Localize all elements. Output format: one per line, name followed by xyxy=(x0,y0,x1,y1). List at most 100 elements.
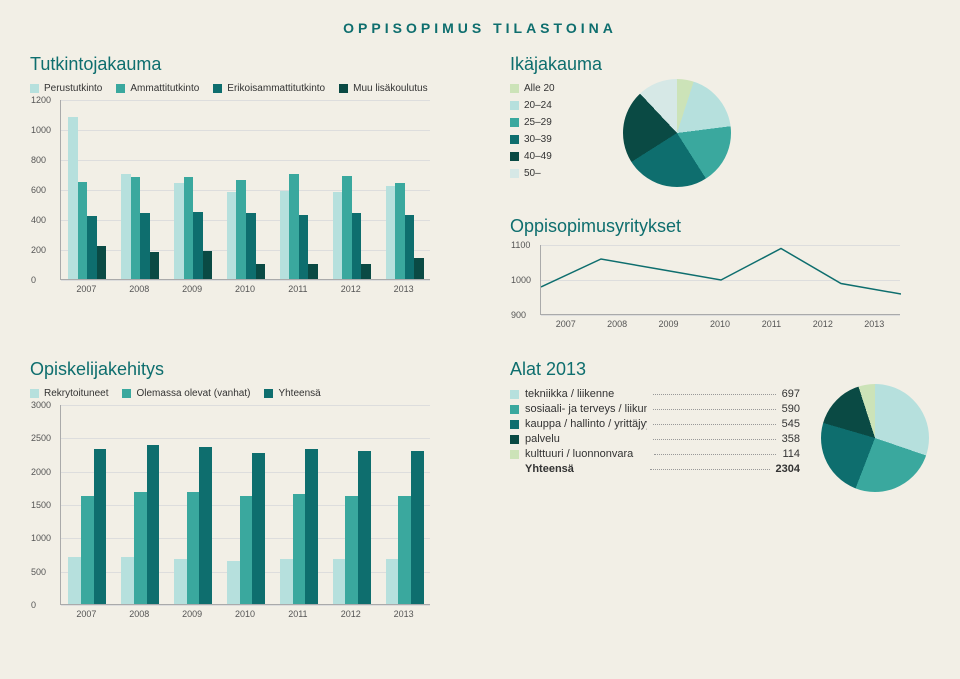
legend-item: Erikoisammattitutkinto xyxy=(213,83,325,94)
alat-row: kulttuuri / luonnonvara114 xyxy=(510,448,800,460)
xtick-label: 2012 xyxy=(797,319,848,329)
alat-label: kulttuuri / luonnonvara xyxy=(525,448,648,460)
bar xyxy=(345,496,358,604)
yritykset-title: Oppisopimusyritykset xyxy=(510,216,930,237)
legend-label: Erikoisammattitutkinto xyxy=(227,83,325,94)
ytick-label: 600 xyxy=(31,185,46,195)
bar xyxy=(94,449,107,604)
bar xyxy=(121,174,131,279)
xtick-label: 2010 xyxy=(219,609,272,619)
alat-total-row: Yhteensä 2304 xyxy=(510,463,800,475)
yritykset-chart: 90010001100 xyxy=(540,245,900,315)
bar xyxy=(352,213,362,279)
swatch-icon xyxy=(510,390,519,399)
swatch-icon xyxy=(122,389,131,398)
legend-item: 30–39 xyxy=(510,134,602,145)
legend-label: Muu lisäkoulutus xyxy=(353,83,427,94)
bar xyxy=(395,183,405,279)
swatch-icon xyxy=(510,135,519,144)
xtick-label: 2013 xyxy=(377,284,430,294)
bar xyxy=(147,445,160,604)
alat-label: kauppa / hallinto / yrittäjyys xyxy=(525,418,647,430)
alat-label: tekniikka / liikenne xyxy=(525,388,647,400)
page-title: OPPISOPIMUS TILASTOINA xyxy=(30,20,930,36)
bar xyxy=(87,216,97,279)
legend-item: 40–49 xyxy=(510,151,602,162)
alat-value: 358 xyxy=(782,433,800,445)
xtick-label: 2009 xyxy=(643,319,694,329)
bar xyxy=(227,192,237,279)
swatch-icon xyxy=(510,420,519,429)
xtick-label: 2007 xyxy=(60,284,113,294)
bar xyxy=(386,559,399,604)
alat-value: 697 xyxy=(782,388,800,400)
bar xyxy=(240,496,253,604)
xtick-label: 2008 xyxy=(113,609,166,619)
legend-item: Rekrytoituneet xyxy=(30,388,108,399)
ika-title: Ikäjakauma xyxy=(510,54,602,75)
bar-group xyxy=(333,451,371,604)
legend-label: Alle 20 xyxy=(524,83,555,94)
ika-pie xyxy=(622,78,732,188)
xtick-label: 2011 xyxy=(271,284,324,294)
alat-pie xyxy=(820,383,930,493)
bar-group xyxy=(386,183,424,279)
xtick-label: 2013 xyxy=(849,319,900,329)
legend-item: 20–24 xyxy=(510,100,602,111)
xtick-label: 2012 xyxy=(324,609,377,619)
bar-group xyxy=(68,449,106,604)
xtick-label: 2008 xyxy=(113,284,166,294)
xtick-label: 2007 xyxy=(60,609,113,619)
legend-item: 25–29 xyxy=(510,117,602,128)
alat-dots xyxy=(653,394,775,395)
legend-label: Rekrytoituneet xyxy=(44,388,108,399)
alat-dots xyxy=(654,454,777,455)
ytick-label: 800 xyxy=(31,155,46,165)
legend-label: Olemassa olevat (vanhat) xyxy=(136,388,250,399)
bar-group xyxy=(386,451,424,604)
bar xyxy=(184,177,194,279)
ytick-label: 200 xyxy=(31,245,46,255)
legend-item: Muu lisäkoulutus xyxy=(339,83,427,94)
alat-total-label: Yhteensä xyxy=(525,463,644,475)
bar xyxy=(386,186,396,279)
ytick-label: 0 xyxy=(31,275,36,285)
alat-row: palvelu358 xyxy=(510,433,800,445)
tutkinto-panel: Tutkintojakauma PerustutkintoAmmattitutk… xyxy=(30,54,450,329)
legend-item: Perustutkinto xyxy=(30,83,102,94)
alat-total-value: 2304 xyxy=(776,463,800,475)
bar xyxy=(305,449,318,604)
bar xyxy=(299,215,309,280)
bar xyxy=(236,180,246,279)
xtick-label: 2007 xyxy=(540,319,591,329)
alat-row: kauppa / hallinto / yrittäjyys545 xyxy=(510,418,800,430)
yritykset-xaxis: 2007200820092010201120122013 xyxy=(540,319,900,329)
bar xyxy=(199,447,212,604)
swatch-icon xyxy=(213,84,222,93)
bar xyxy=(174,559,187,604)
ytick-label: 1000 xyxy=(31,533,51,543)
swatch-icon xyxy=(30,389,39,398)
alat-panel: Alat 2013 tekniikka / liikenne 697 sosiaal… xyxy=(510,359,930,619)
legend-label: Ammattitutkinto xyxy=(130,83,199,94)
opiskelija-chart: 050010001500200025003000 xyxy=(60,405,430,605)
bar xyxy=(398,496,411,604)
ytick-label: 1000 xyxy=(31,125,51,135)
opiskelija-title: Opiskelijakehitys xyxy=(30,359,450,380)
alat-label: sosiaali- ja terveys / liikunta xyxy=(525,403,647,415)
ytick-label: 1500 xyxy=(31,500,51,510)
xtick-label: 2010 xyxy=(694,319,745,329)
alat-title: Alat 2013 xyxy=(510,359,800,380)
swatch-icon xyxy=(510,118,519,127)
alat-value: 590 xyxy=(782,403,800,415)
alat-dots xyxy=(653,439,775,440)
swatch-icon xyxy=(264,389,273,398)
bar xyxy=(78,182,88,280)
legend-label: 40–49 xyxy=(524,151,552,162)
bar-group xyxy=(121,445,159,604)
swatch-icon xyxy=(510,84,519,93)
xtick-label: 2011 xyxy=(746,319,797,329)
bar-group xyxy=(333,176,371,280)
legend-label: 30–39 xyxy=(524,134,552,145)
opiskelija-xaxis: 2007200820092010201120122013 xyxy=(60,609,430,619)
